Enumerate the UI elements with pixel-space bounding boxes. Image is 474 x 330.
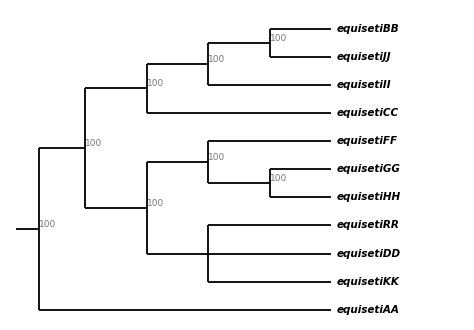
Text: equisetiFF: equisetiFF bbox=[337, 136, 398, 146]
Text: equisetiHH: equisetiHH bbox=[337, 192, 401, 202]
Text: equisetiCC: equisetiCC bbox=[337, 108, 399, 118]
Text: 100: 100 bbox=[85, 139, 102, 148]
Text: equisetiII: equisetiII bbox=[337, 80, 392, 90]
Text: 100: 100 bbox=[39, 220, 56, 229]
Text: 100: 100 bbox=[208, 153, 226, 162]
Text: 100: 100 bbox=[270, 34, 287, 43]
Text: equisetiJJ: equisetiJJ bbox=[337, 52, 392, 62]
Text: 100: 100 bbox=[147, 80, 164, 88]
Text: 100: 100 bbox=[208, 55, 226, 64]
Text: 100: 100 bbox=[270, 174, 287, 183]
Text: 100: 100 bbox=[147, 199, 164, 208]
Text: equisetiGG: equisetiGG bbox=[337, 164, 401, 174]
Text: equisetiAA: equisetiAA bbox=[337, 305, 400, 315]
Text: equisetiBB: equisetiBB bbox=[337, 24, 400, 34]
Text: equisetiDD: equisetiDD bbox=[337, 248, 401, 259]
Text: equisetiKK: equisetiKK bbox=[337, 277, 400, 287]
Text: equisetiRR: equisetiRR bbox=[337, 220, 400, 230]
